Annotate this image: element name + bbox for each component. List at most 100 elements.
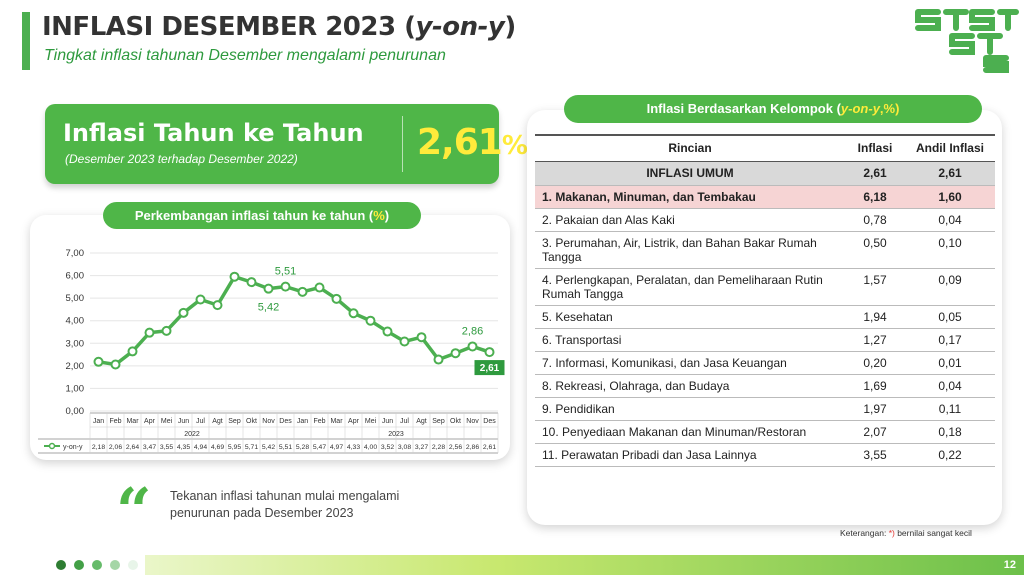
table-row: 10. Penyediaan Makanan dan Minuman/Resto… [535,420,995,444]
cell-name: 11. Perawatan Pribadi dan Jasa Lainnya [535,443,845,467]
x-tick-label: Mei [365,418,377,425]
data-point [144,327,155,338]
page-number: 12 [1003,559,1016,571]
cell-name: 4. Perlengkapan, Peralatan, dan Pemeliha… [535,268,845,306]
cell-name: 6. Transportasi [535,328,845,352]
table-row: 3. Perumahan, Air, Listrik, dan Bahan Ba… [535,231,995,269]
cell-andil: 0,05 [905,305,995,329]
cell-inflasi: 1,69 [845,374,905,398]
data-point [416,332,427,343]
cell-inflasi: 1,57 [845,268,905,306]
data-point [178,307,189,318]
data-point [467,341,478,352]
headline-label: Inflasi Tahun ke Tahun [63,119,364,147]
headline-divider [402,116,403,172]
cell-name: 2. Pakaian dan Alas Kaki [535,208,845,232]
year-label: 2022 [184,431,200,438]
table-row: 6. Transportasi 1,27 0,17 [535,328,995,352]
x-value-label: 4,00 [364,444,377,451]
headline-inflation-card: Inflasi Tahun ke Tahun (Desember 2023 te… [45,104,528,184]
cell-inflasi: 6,18 [845,185,905,209]
data-point [127,346,138,357]
cell-andil: 0,04 [905,374,995,398]
y-tick-label: 1,00 [66,383,85,394]
data-label-box [474,360,505,376]
x-tick-label: Nov [262,418,275,425]
pagination-dot [56,560,66,570]
data-point [365,315,376,326]
table-row-umum: INFLASI UMUM 2,61 2,61 [535,161,995,186]
y-tick-label: 6,00 [66,271,85,282]
x-value-label: 4,35 [177,444,190,451]
x-tick-label: Jul [196,418,205,425]
cell-name: 9. Pendidikan [535,397,845,421]
pagination-dot [74,560,84,570]
data-point [433,354,444,365]
legend-marker [48,442,56,450]
cell-andil: 1,60 [905,185,995,209]
x-tick-label: Jan [93,418,104,425]
cell-andil: 0,18 [905,420,995,444]
y-tick-label: 3,00 [66,338,85,349]
data-point [195,294,206,305]
data-point [331,293,342,304]
x-value-label: 3,47 [143,444,156,451]
data-label: 5,51 [275,266,296,278]
pagination-dot [92,560,102,570]
x-value-label: 2,18 [92,444,105,451]
quote-text: Tekanan inflasi tahunan mulai mengalami … [170,489,400,520]
x-tick-label: Okt [246,418,257,425]
svg-text:ST: ST [912,4,914,5]
x-tick-label: Jun [178,418,189,425]
x-value-label: 3,52 [381,444,394,451]
x-value-label: 4,97 [330,444,343,451]
cell-name: 5. Kesehatan [535,305,845,329]
cell-andil: 0,22 [905,443,995,467]
x-tick-label: Des [279,418,292,425]
headline-value: 2,61% [417,122,528,163]
data-point [314,282,325,293]
x-tick-label: Mei [161,418,173,425]
cell-andil: 2,61 [905,161,995,186]
x-value-label: 3,08 [398,444,411,451]
cell-andil: 0,09 [905,268,995,306]
x-tick-label: Sep [432,418,445,425]
x-value-label: 4,33 [347,444,360,451]
x-value-label: 5,42 [262,444,275,451]
cell-inflasi: 1,97 [845,397,905,421]
y-tick-label: 0,00 [66,406,85,417]
cell-inflasi: 0,20 [845,351,905,375]
table-row: 9. Pendidikan 1,97 0,11 [535,397,995,421]
cell-andil: 0,04 [905,208,995,232]
x-value-label: 2,86 [466,444,479,451]
data-point [246,277,257,288]
x-tick-label: Agt [212,418,223,425]
cell-andil: 0,11 [905,397,995,421]
x-value-label: 5,71 [245,444,258,451]
data-point [348,308,359,319]
x-value-label: 4,94 [194,444,207,451]
quote-icon: “ [116,474,152,547]
cell-andil: 0,01 [905,351,995,375]
data-point [93,356,104,367]
x-tick-label: Apr [348,418,360,425]
x-tick-label: Nov [466,418,479,425]
x-value-label: 2,06 [109,444,122,451]
x-value-label: 2,61 [483,444,496,451]
y-tick-label: 5,00 [66,293,85,304]
x-value-label: 5,51 [279,444,292,451]
data-point [212,300,223,311]
x-tick-label: Okt [450,418,461,425]
x-tick-label: Mar [330,418,343,425]
cell-name: 10. Penyediaan Makanan dan Minuman/Resto… [535,420,845,444]
col-inflasi: Inflasi [845,134,905,162]
x-tick-label: Jul [400,418,409,425]
x-value-label: 4,69 [211,444,224,451]
data-point [382,326,393,337]
data-label: 5,42 [258,302,279,314]
col-rincian: Rincian [535,134,845,162]
chart-title: Perkembangan inflasi tahun ke tahun (%) [103,202,421,229]
cell-inflasi: 2,61 [845,161,905,186]
data-point [229,271,240,282]
x-value-label: 2,56 [449,444,462,451]
